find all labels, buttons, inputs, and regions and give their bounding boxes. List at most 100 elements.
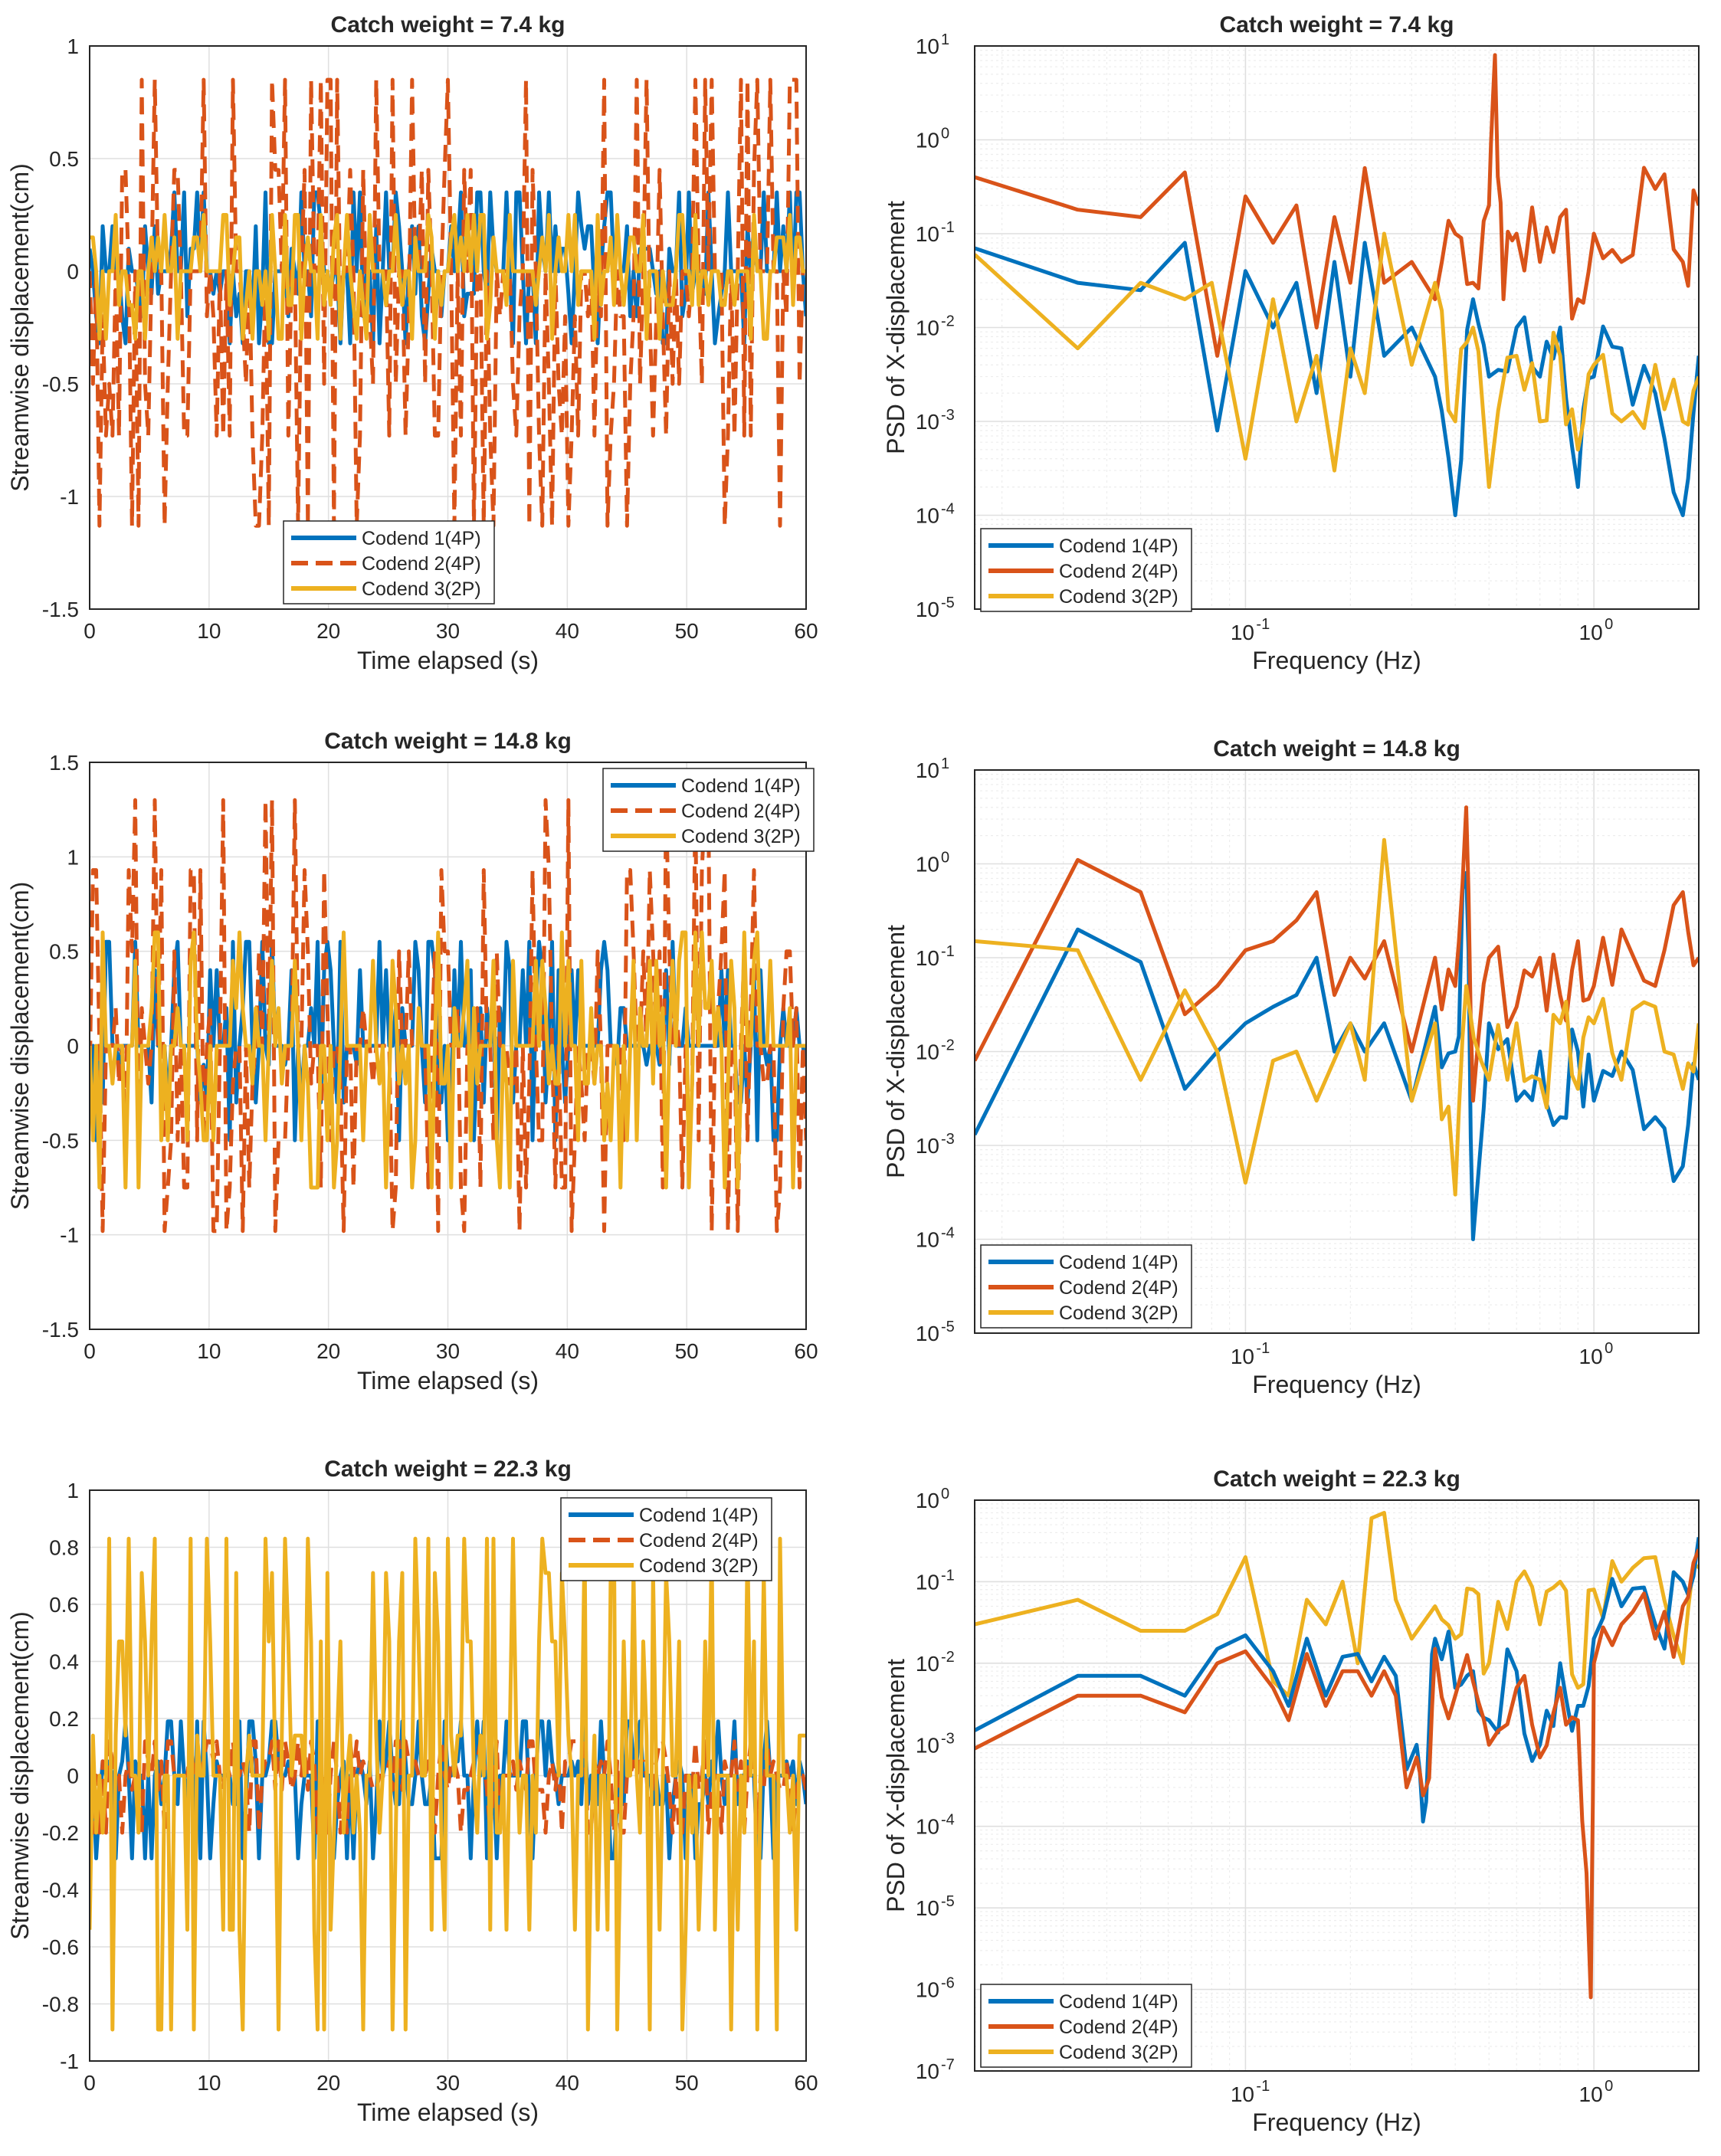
legend-label-1: Codend 1(4P) [1059, 536, 1178, 557]
x-tick-label: 30 [436, 619, 460, 643]
y-tick-label: 1 [67, 845, 79, 869]
y-tick-label: -0.4 [42, 1879, 79, 1902]
y-tick-exponent: -5 [941, 1893, 955, 1910]
x-tick-label: 10 [197, 619, 221, 643]
x-tick-label: 30 [436, 2071, 460, 2095]
y-tick-label: 0.6 [49, 1593, 79, 1617]
y-tick-label: 10 [916, 1733, 939, 1757]
y-tick-exponent: -3 [941, 1131, 955, 1148]
y-tick-exponent: 0 [941, 850, 949, 867]
y-tick-label: 10 [916, 222, 939, 246]
y-tick-label: -1 [60, 485, 79, 509]
y-tick-exponent: 1 [941, 755, 949, 772]
legend-label-2: Codend 2(4P) [681, 801, 801, 822]
x-axis-label: Time elapsed (s) [357, 2099, 539, 2126]
x-tick-label: 10 [1231, 1345, 1254, 1368]
y-tick-label: -1 [60, 1224, 79, 1247]
axes-frame [89, 762, 807, 1330]
y-tick-exponent: -3 [941, 1730, 955, 1747]
x-axis-label: Time elapsed (s) [357, 1367, 539, 1394]
series-line-3 [90, 1536, 806, 2032]
y-tick-exponent: -5 [941, 595, 955, 611]
y-tick-label: 10 [916, 1570, 939, 1594]
legend-label-3: Codend 3(2P) [1059, 2042, 1178, 2063]
y-tick-exponent: -1 [941, 1567, 955, 1584]
chart-title: Catch weight = 7.4 kg [331, 12, 565, 38]
y-tick-label: -0.6 [42, 1935, 79, 1959]
legend: Codend 1(4P) Codend 2(4P) Codend 3(2P) [980, 1244, 1192, 1329]
y-tick-label: 10 [916, 1652, 939, 1676]
legend: Codend 1(4P) Codend 2(4P) Codend 3(2P) [980, 528, 1192, 612]
legend: Codend 1(4P) Codend 2(4P) Codend 3(2P) [283, 520, 495, 605]
y-tick-exponent: -4 [941, 1225, 955, 1242]
y-tick-label: -1.5 [42, 598, 79, 621]
axes-frame [974, 1499, 1700, 2072]
series-line-2 [975, 1548, 1699, 2000]
x-tick-label: 40 [556, 619, 579, 643]
x-tick-label: 20 [316, 1339, 340, 1363]
y-tick-label: -0.5 [42, 372, 79, 396]
x-tick-label: 40 [556, 2071, 579, 2095]
y-tick-exponent: -2 [941, 1037, 955, 1054]
x-axis-label: Frequency (Hz) [1252, 647, 1421, 674]
y-axis-label: Streamwise displacement(cm) [6, 882, 34, 1211]
series-group [975, 53, 1699, 517]
y-axis-label: PSD of X-displacement [882, 925, 910, 1178]
chart-panel-4: Catch weight = 14.8 kg10-510-410-310-210… [882, 736, 1700, 1398]
chart-title: Catch weight = 14.8 kg [324, 729, 572, 754]
x-tick-label: 10 [1231, 621, 1254, 644]
y-tick-label: 10 [916, 1896, 939, 1920]
x-tick-label: 10 [197, 2071, 221, 2095]
series-line-1 [975, 870, 1699, 1241]
axes-frame [89, 1489, 807, 2062]
legend: Codend 1(4P) Codend 2(4P) Codend 3(2P) [560, 1497, 772, 1581]
legend-label-3: Codend 3(2P) [362, 578, 481, 600]
x-axis-label: Time elapsed (s) [357, 647, 539, 674]
chart-panel-3: Catch weight = 14.8 kg0 10 20 30 40 50 60-1.5-… [6, 729, 818, 1394]
x-tick-exponent: 0 [1605, 616, 1613, 633]
x-tick-label: 60 [794, 619, 818, 643]
y-tick-label: -1 [60, 2050, 79, 2073]
series-group [90, 1536, 806, 2032]
x-tick-label: 30 [436, 1339, 460, 1363]
x-tick-exponent: -1 [1256, 616, 1270, 633]
y-tick-label: 10 [916, 1134, 939, 1158]
legend-label-3: Codend 3(2P) [1059, 586, 1178, 608]
legend: Codend 1(4P) Codend 2(4P) Codend 3(2P) [602, 768, 815, 852]
x-tick-label: 10 [1579, 621, 1603, 644]
series-line-2 [975, 53, 1699, 358]
x-tick-exponent: -1 [1256, 2078, 1270, 2095]
y-tick-label: 10 [916, 1978, 939, 2002]
y-tick-label: 1 [67, 34, 79, 58]
y-tick-label: 10 [916, 316, 939, 340]
y-tick-label: 10 [916, 853, 939, 876]
y-tick-label: 0 [67, 1034, 79, 1058]
chart-title: Catch weight = 22.3 kg [324, 1456, 572, 1482]
y-axis-label: PSD of X-displacement [882, 201, 910, 454]
y-tick-label: 10 [916, 1228, 939, 1252]
x-axis-label: Frequency (Hz) [1252, 1371, 1421, 1398]
y-tick-exponent: -2 [941, 1649, 955, 1666]
x-tick-label: 60 [794, 2071, 818, 2095]
x-tick-label: 10 [1231, 2082, 1254, 2106]
y-tick-label: 10 [916, 1322, 939, 1345]
legend-label-3: Codend 3(2P) [1059, 1302, 1178, 1324]
series-line-2 [90, 77, 806, 528]
y-tick-exponent: -2 [941, 313, 955, 330]
x-tick-label: 0 [84, 1339, 96, 1363]
y-axis-label: Streamwise displacement(cm) [6, 163, 34, 492]
legend-label-2: Codend 2(4P) [1059, 1277, 1178, 1299]
y-tick-label: 0.8 [49, 1536, 79, 1560]
y-tick-exponent: -1 [941, 943, 955, 960]
series-line-3 [975, 231, 1699, 490]
x-tick-label: 50 [675, 1339, 699, 1363]
x-tick-label: 10 [197, 1339, 221, 1363]
legend-label-1: Codend 1(4P) [639, 1505, 759, 1526]
x-tick-label: 0 [84, 619, 96, 643]
legend-label-1: Codend 1(4P) [362, 528, 481, 549]
y-tick-label: 10 [916, 2059, 939, 2083]
y-tick-exponent: -5 [941, 1319, 955, 1335]
chart-title: Catch weight = 7.4 kg [1220, 12, 1454, 38]
axes-frame [974, 45, 1700, 610]
